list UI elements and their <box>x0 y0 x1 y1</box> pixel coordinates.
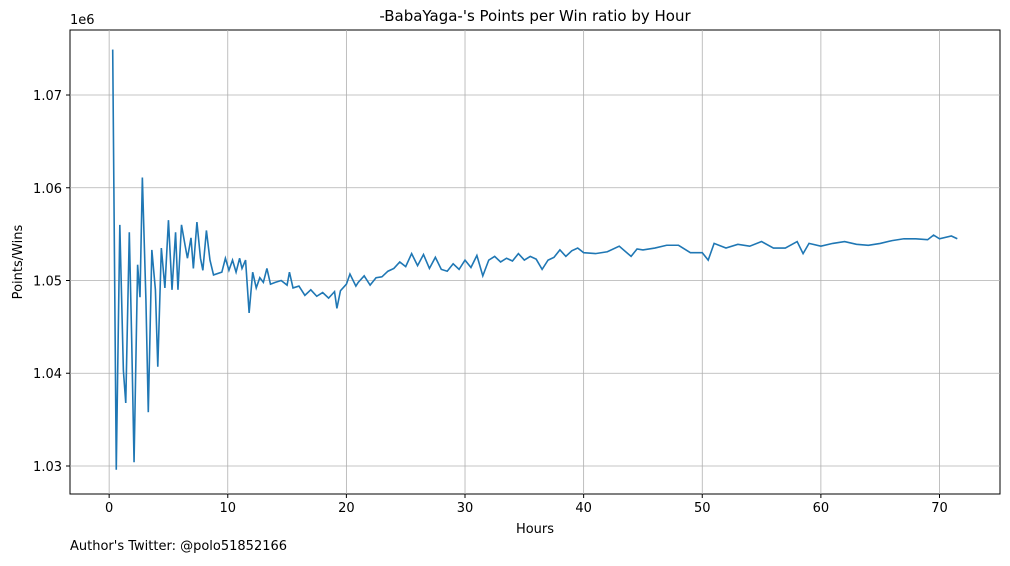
x-tick-label: 20 <box>338 501 355 516</box>
y-tick-label: 1.03 <box>33 460 62 475</box>
x-axis-label: Hours <box>516 522 554 537</box>
x-tick-label: 0 <box>105 501 113 516</box>
y-tick-label: 1.06 <box>33 182 62 197</box>
y-tick-label: 1.04 <box>33 367 62 382</box>
x-tick-label: 30 <box>457 501 474 516</box>
plot-frame <box>69 29 1001 495</box>
footer: Author's Twitter: @polo51852166 <box>70 539 287 554</box>
x-tick-label: 40 <box>575 501 592 516</box>
y-axis-label: Points/Wins <box>11 224 26 299</box>
x-tick-label: 10 <box>219 501 236 516</box>
x-tick-label: 50 <box>694 501 711 516</box>
chart-title: -BabaYaga-'s Points per Win ratio by Hou… <box>379 7 691 25</box>
y-tick-label: 1.07 <box>33 89 62 104</box>
x-tick-label: 60 <box>813 501 830 516</box>
y-offset-label: 1e6 <box>70 13 95 28</box>
data-line <box>111 49 958 470</box>
x-tick-label: 70 <box>931 501 948 516</box>
y-tick-label: 1.05 <box>33 275 62 290</box>
